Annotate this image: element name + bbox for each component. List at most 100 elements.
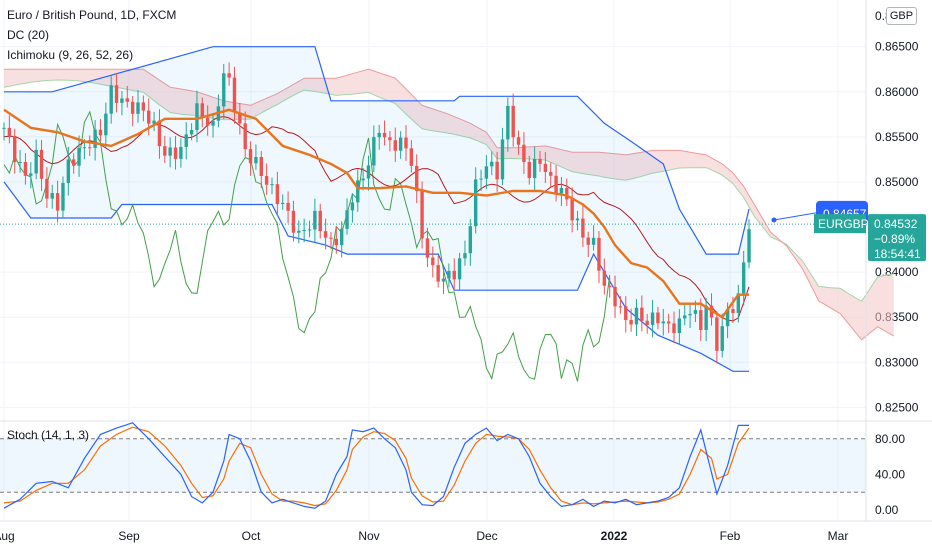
candle-body: [222, 73, 226, 107]
candle-body: [243, 123, 247, 150]
candle-body: [18, 161, 22, 163]
candle-body: [55, 193, 60, 211]
candle-body: [527, 161, 531, 179]
candle-body: [554, 175, 558, 194]
candle-body: [602, 270, 607, 286]
candle-body: [683, 315, 687, 319]
x-tick-label: 2022: [601, 529, 628, 543]
candle-body: [661, 321, 665, 324]
candle-body: [720, 326, 724, 351]
y-tick-label: 0.82500: [875, 400, 919, 414]
candle-body: [372, 137, 376, 166]
candle-body: [473, 179, 478, 227]
candle-body: [500, 139, 505, 180]
candle-body: [398, 137, 403, 151]
candle-body: [318, 210, 322, 232]
chikou-span-line: [3, 110, 611, 382]
candle-body: [704, 305, 708, 330]
candle-body: [650, 312, 655, 325]
senkou-span-b: [4, 68, 895, 341]
candle-body: [409, 148, 414, 166]
stoch-legend[interactable]: Stoch (14, 1, 3): [7, 428, 90, 442]
candle-body: [415, 165, 419, 192]
candle-body: [613, 286, 617, 307]
price-tag-box: [868, 214, 926, 262]
candle-body: [688, 313, 692, 316]
candle-body: [532, 158, 537, 179]
candle-body: [656, 312, 660, 324]
x-tick-label: Mar: [828, 529, 849, 543]
candle-body: [736, 293, 741, 313]
candle-body: [452, 270, 456, 280]
callout-connector: [773, 212, 817, 221]
symbol-tag-label: EURGBP: [818, 217, 869, 231]
candle-body: [93, 129, 97, 148]
candle-body: [45, 178, 49, 199]
candle-body: [597, 237, 601, 271]
candle-body: [334, 238, 339, 246]
candle-body: [366, 165, 371, 179]
y-tick-label: 0.86500: [875, 40, 919, 54]
candle-body: [248, 149, 253, 164]
donchian-lower-line: [3, 181, 749, 372]
candle-body: [506, 105, 510, 140]
candle-body: [120, 98, 124, 103]
candle-body: [232, 77, 237, 113]
candle-body: [447, 270, 451, 279]
donchian-upper-line: [4, 46, 750, 255]
symbol-legend[interactable]: Euro / British Pound, 1D, FXCM: [7, 8, 177, 22]
x-tick-label: Feb: [720, 529, 741, 543]
candle-body: [377, 132, 381, 138]
candle-body: [227, 73, 231, 78]
x-tick-label: Dec: [476, 529, 497, 543]
candle-body: [205, 117, 210, 126]
candle-body: [747, 229, 751, 263]
candle-body: [297, 230, 301, 233]
candle-body: [463, 253, 467, 259]
candle-body: [173, 147, 178, 159]
candle-body: [350, 202, 355, 211]
y-tick-label: 0.83000: [875, 355, 919, 369]
x-tick-label: Aug: [0, 529, 15, 543]
candle-body: [259, 156, 263, 177]
price-tag-change: −0.89%: [874, 232, 915, 246]
candle-body: [104, 113, 108, 136]
candle-body: [543, 163, 548, 172]
candle-body: [581, 218, 585, 238]
candle-body: [645, 320, 649, 325]
candle-body: [634, 307, 639, 325]
candle-body: [2, 127, 6, 129]
candle-body: [591, 237, 596, 245]
candle-body: [431, 257, 435, 266]
candle-body: [66, 159, 71, 183]
candle-body: [356, 180, 360, 203]
candle-body: [618, 306, 623, 308]
candle-body: [7, 127, 12, 136]
candle-body: [281, 202, 285, 205]
candle-body: [39, 149, 44, 179]
candle-body: [114, 85, 119, 103]
y-tick-label: 0.85000: [875, 175, 919, 189]
candle-body: [538, 158, 542, 164]
candle-body: [388, 137, 392, 141]
candle-body: [490, 161, 494, 167]
candle-body: [184, 134, 188, 147]
candle-body: [420, 191, 424, 239]
candle-body: [382, 132, 387, 138]
candle-body: [666, 321, 671, 324]
stoch-tick-label: 0.00: [875, 503, 899, 517]
candle-body: [339, 228, 344, 246]
ichimoku-legend[interactable]: Ichimoku (9, 26, 52, 26): [7, 48, 134, 62]
candle-body: [34, 149, 38, 174]
candle-body: [479, 178, 483, 180]
candle-body: [345, 210, 349, 229]
price-tag-countdown: 18:54:41: [874, 247, 921, 261]
candle-body: [286, 202, 290, 211]
currency-selector[interactable]: GBP: [886, 7, 917, 25]
candle-body: [254, 156, 258, 164]
candle-body: [516, 137, 521, 145]
symbol-tag-box: [814, 214, 866, 234]
dc-legend[interactable]: DC (20): [7, 28, 50, 42]
